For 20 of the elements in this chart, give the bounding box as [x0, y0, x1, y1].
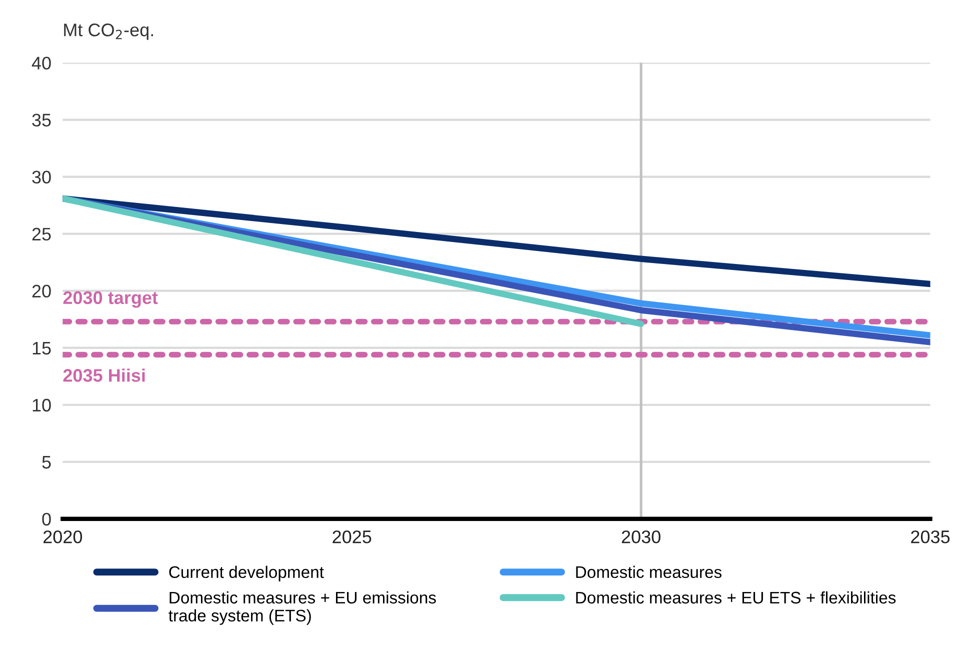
ref-line-label: 2035 Hiisi — [63, 368, 145, 382]
legend-label: Domestic measures + EU ETS + flexibilities — [576, 591, 896, 604]
y-tick-label: 15 — [32, 342, 51, 355]
y-tick-label: 10 — [32, 398, 51, 412]
x-tick-label: 2035 — [911, 530, 950, 544]
legend-label: Domestic measures + EU emissions trade system (ETS) — [168, 591, 436, 625]
ref-line-label: 2030 target — [63, 291, 158, 308]
y-tick-label: 25 — [32, 228, 51, 241]
y-tick-label: 0 — [42, 512, 51, 526]
legend-label: Current development — [169, 566, 324, 582]
y-tick-label: 30 — [32, 170, 51, 184]
y-tick-label: 40 — [32, 56, 51, 70]
y-tick-label: 35 — [32, 114, 51, 127]
legend-label: Domestic measures — [576, 566, 722, 578]
y-axis-title: Mt CO$_{2}$-eq. — [64, 24, 153, 40]
x-tick-label: 2025 — [332, 530, 372, 544]
x-tick-label: 2020 — [43, 530, 82, 544]
y-tick-label: 5 — [42, 456, 51, 469]
x-tick-label: 2030 — [622, 530, 660, 544]
y-tick-label: 20 — [32, 284, 51, 298]
